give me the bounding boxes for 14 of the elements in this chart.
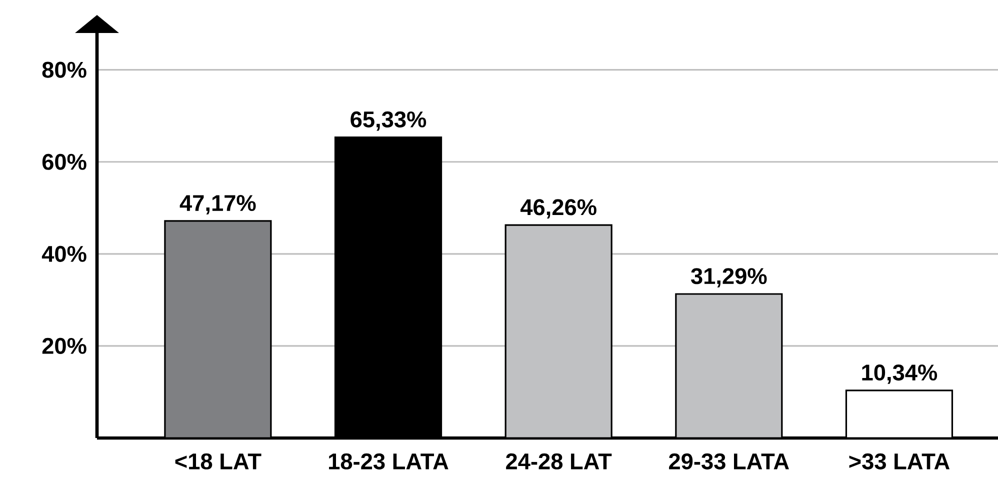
x-tick-label: 18-23 LATA [329,453,448,470]
y-tick-label: 60% [42,154,86,170]
x-tick-label: 24-28 LAT [506,453,612,470]
y-tick-label: 80% [42,62,86,78]
y-tick-label: 40% [42,246,86,262]
y-tick-label: 20% [42,338,86,354]
data-label: 31,29% [690,268,767,288]
x-tick-label: <18 LAT [175,453,262,470]
data-label: 65,33% [350,111,426,131]
x-tick-label: >33 LATA [849,453,950,470]
data-label: 46,26% [520,199,596,219]
x-tick-label: 29-33 LATA [669,453,789,470]
data-label: 47,17% [180,195,256,214]
data-label: 10,34% [862,364,938,384]
